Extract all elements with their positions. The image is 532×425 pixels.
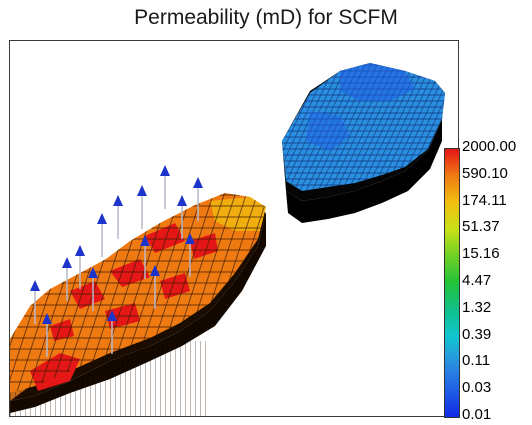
color-legend: 2000.00 590.10 174.11 51.37 15.16 4.47 1.32 0.3… bbox=[440, 139, 530, 422]
well-marker bbox=[62, 257, 72, 301]
well-marker bbox=[75, 245, 85, 289]
well-marker bbox=[30, 280, 40, 324]
plot-title: Permeability (mD) for SCFM bbox=[134, 6, 398, 29]
well-marker bbox=[137, 185, 147, 229]
well-marker bbox=[140, 235, 150, 279]
legend-label: 0.03 bbox=[462, 379, 492, 397]
well-marker bbox=[42, 313, 52, 357]
well-marker bbox=[185, 233, 195, 277]
well-marker bbox=[177, 195, 187, 239]
legend-color-bar bbox=[444, 148, 460, 418]
left-reservoir-block bbox=[10, 193, 266, 416]
legend-label: 0.39 bbox=[462, 325, 492, 343]
well-marker bbox=[107, 310, 117, 354]
legend-label: 15.16 bbox=[462, 245, 500, 263]
3d-viewport[interactable] bbox=[9, 40, 459, 417]
well-marker bbox=[88, 267, 98, 311]
well-marker bbox=[193, 177, 203, 221]
legend-label: 0.01 bbox=[462, 406, 492, 423]
well-marker bbox=[150, 265, 160, 309]
legend-label: 1.32 bbox=[462, 298, 492, 316]
legend-label: 590.10 bbox=[462, 164, 508, 182]
legend-label: 174.11 bbox=[462, 191, 507, 209]
legend-labels: 2000.00 590.10 174.11 51.37 15.16 4.47 1.32 0.3… bbox=[462, 139, 532, 425]
reservoir-scene bbox=[10, 63, 445, 416]
right-reservoir-block bbox=[282, 63, 445, 223]
well-marker bbox=[113, 195, 123, 239]
well-marker bbox=[160, 165, 170, 209]
legend-label: 4.47 bbox=[462, 272, 492, 289]
legend-label: 51.37 bbox=[462, 218, 500, 236]
well-markers bbox=[30, 165, 203, 357]
legend-label: 0.11 bbox=[462, 352, 491, 370]
well-marker bbox=[97, 213, 107, 257]
legend-label: 2000.00 bbox=[462, 138, 517, 155]
